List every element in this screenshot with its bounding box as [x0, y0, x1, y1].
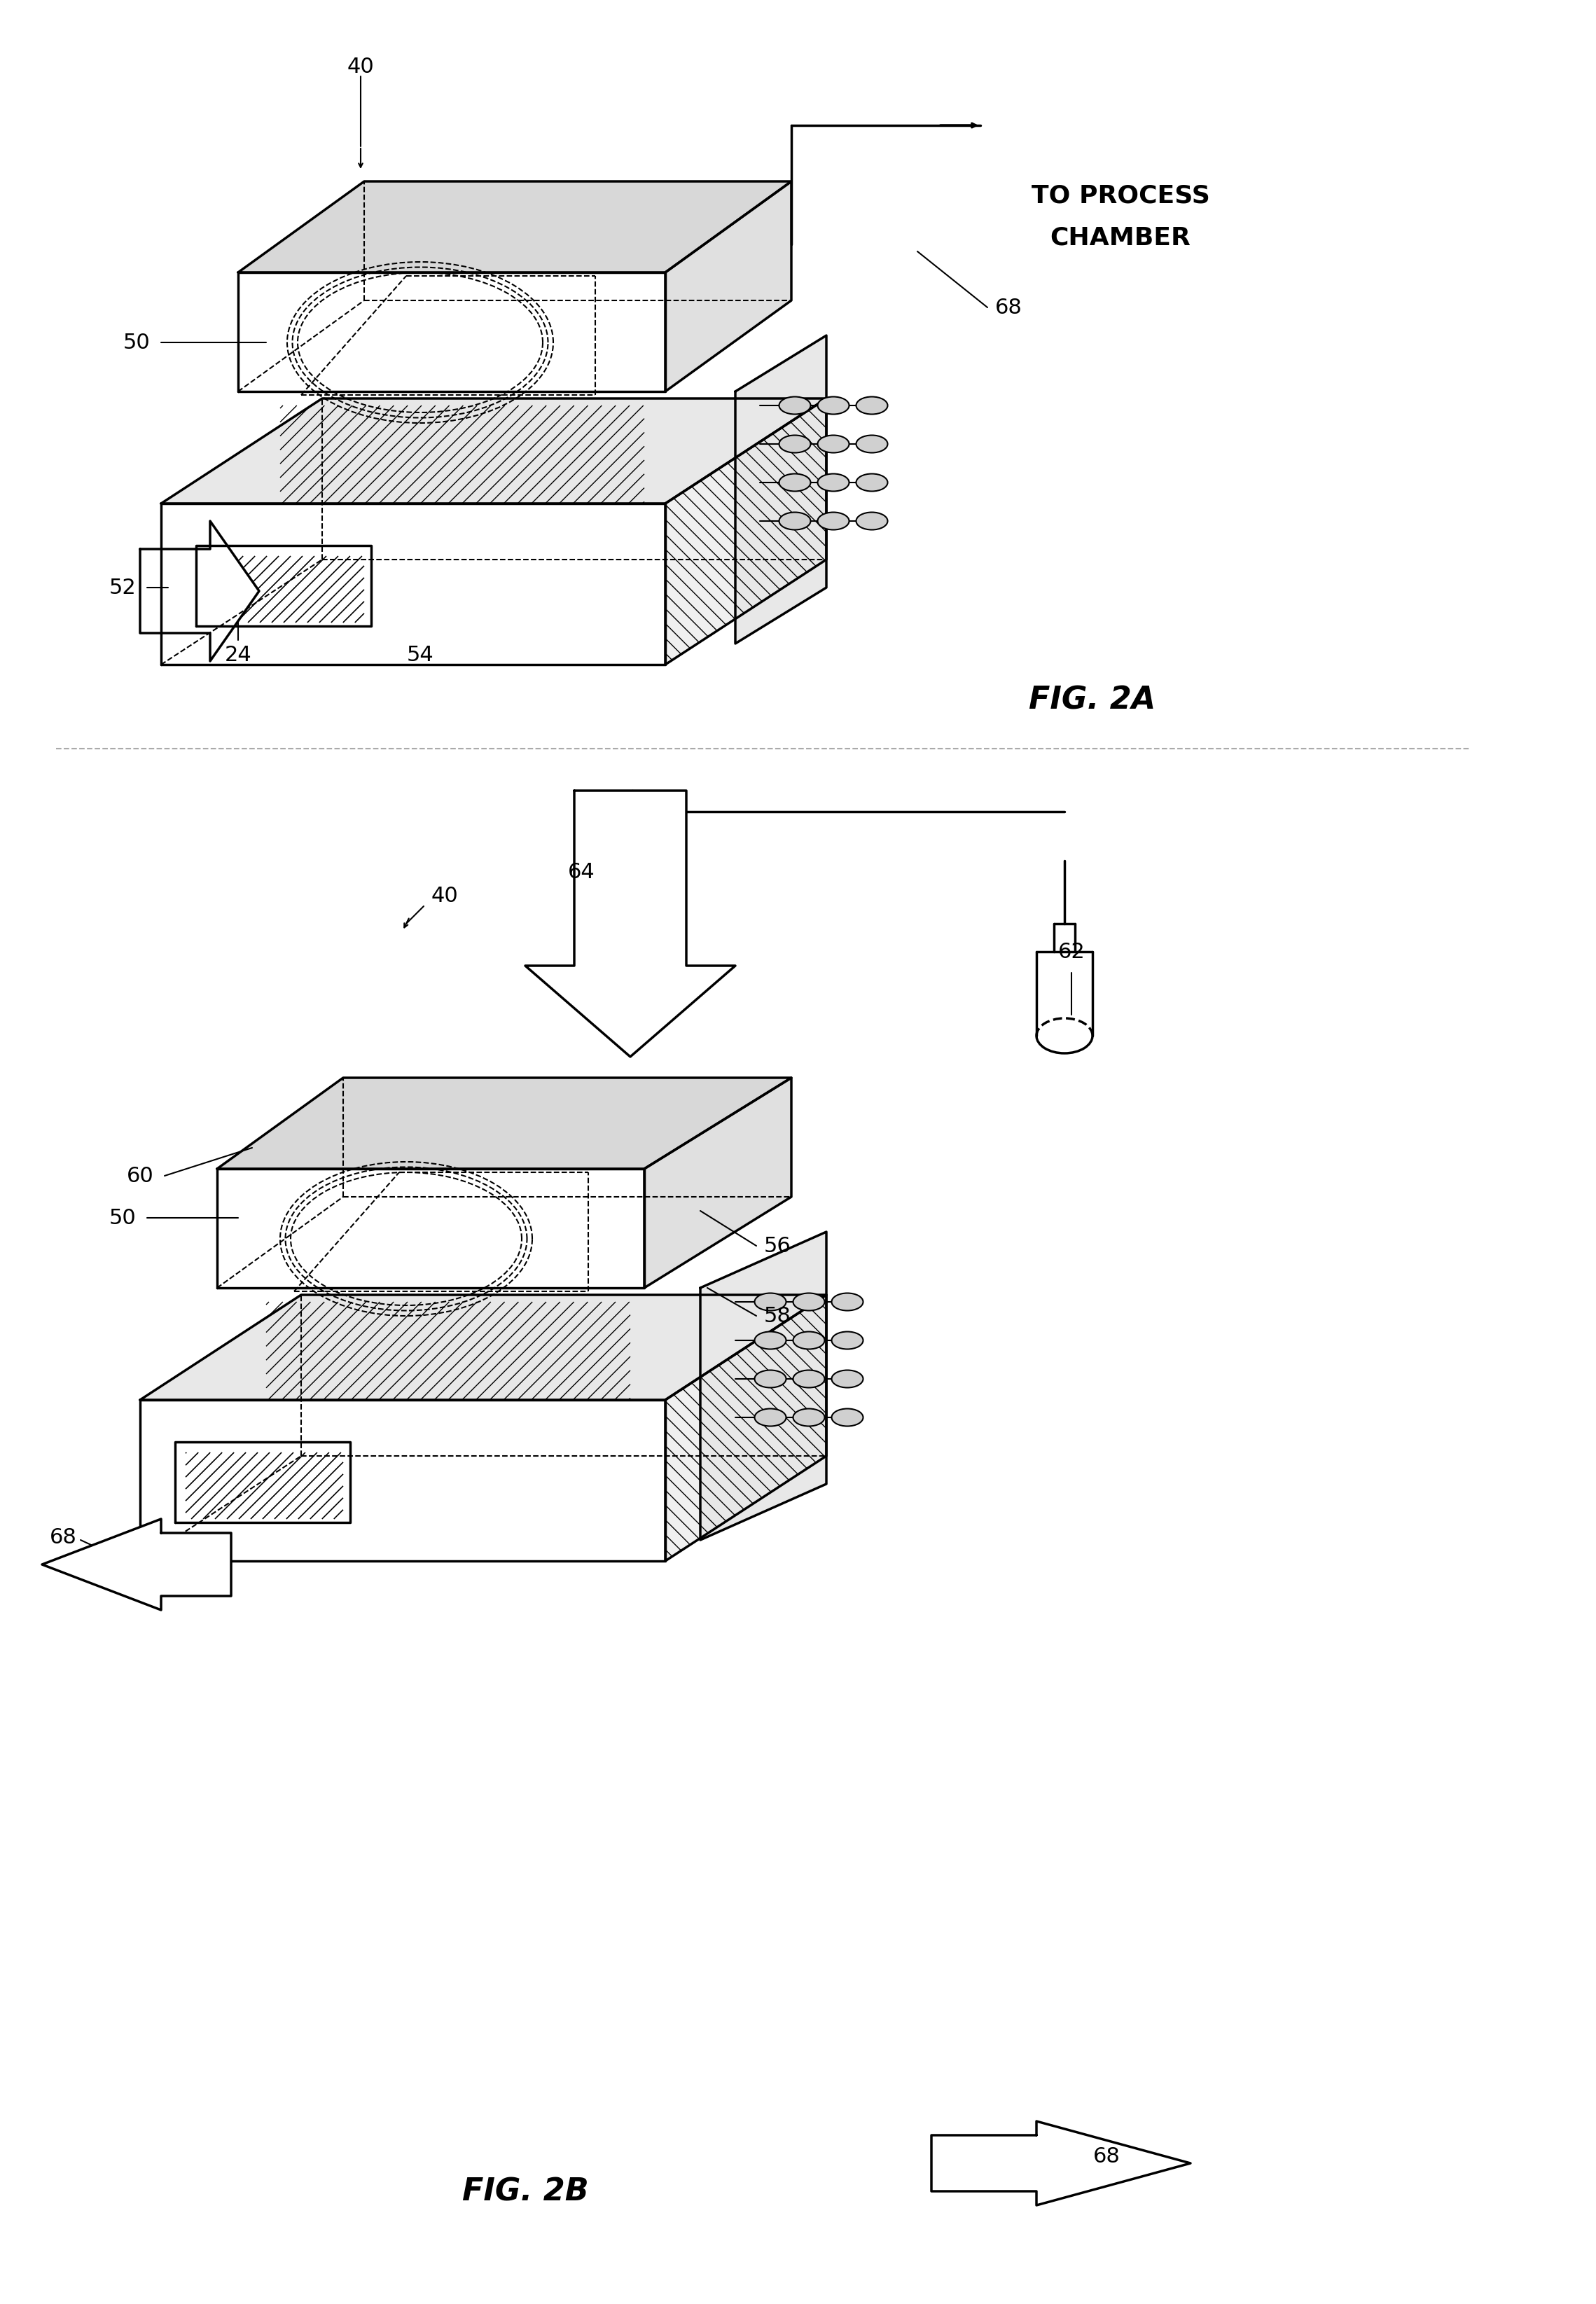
Ellipse shape — [832, 1410, 863, 1426]
Text: 24: 24 — [225, 645, 252, 666]
Ellipse shape — [755, 1371, 787, 1387]
Polygon shape — [666, 182, 792, 392]
Ellipse shape — [779, 514, 811, 530]
Polygon shape — [238, 274, 666, 392]
Ellipse shape — [779, 435, 811, 454]
Polygon shape — [140, 521, 259, 661]
Ellipse shape — [793, 1410, 825, 1426]
Polygon shape — [666, 399, 827, 666]
Text: CHAMBER: CHAMBER — [1050, 226, 1191, 249]
Text: FIG. 2B: FIG. 2B — [461, 2177, 589, 2207]
Ellipse shape — [755, 1293, 787, 1311]
Polygon shape — [217, 1168, 645, 1288]
Text: 40: 40 — [346, 55, 373, 76]
Polygon shape — [161, 399, 827, 505]
Ellipse shape — [817, 435, 849, 454]
Text: 40: 40 — [431, 887, 458, 905]
Ellipse shape — [779, 475, 811, 491]
Text: 62: 62 — [1058, 942, 1085, 963]
Text: 64: 64 — [568, 862, 595, 882]
Ellipse shape — [817, 396, 849, 415]
Ellipse shape — [855, 475, 887, 491]
Polygon shape — [41, 1518, 231, 1610]
Polygon shape — [140, 1295, 827, 1401]
Text: 68: 68 — [994, 297, 1021, 318]
Ellipse shape — [817, 514, 849, 530]
Polygon shape — [238, 182, 792, 274]
Ellipse shape — [817, 475, 849, 491]
Polygon shape — [196, 546, 372, 627]
Polygon shape — [176, 1442, 350, 1523]
Polygon shape — [217, 1078, 792, 1168]
Ellipse shape — [793, 1293, 825, 1311]
Text: FIG. 2A: FIG. 2A — [1029, 684, 1156, 714]
Ellipse shape — [832, 1371, 863, 1387]
Ellipse shape — [832, 1293, 863, 1311]
Ellipse shape — [793, 1332, 825, 1350]
Ellipse shape — [779, 396, 811, 415]
Polygon shape — [161, 505, 666, 666]
Text: 50: 50 — [123, 332, 150, 353]
Polygon shape — [736, 336, 827, 645]
Ellipse shape — [855, 514, 887, 530]
Polygon shape — [666, 1295, 827, 1562]
Text: 68: 68 — [49, 1528, 77, 1546]
Ellipse shape — [832, 1332, 863, 1350]
Polygon shape — [701, 1233, 827, 1539]
Text: TO PROCESS: TO PROCESS — [1031, 184, 1210, 207]
Text: 54: 54 — [407, 645, 434, 666]
Text: 60: 60 — [126, 1166, 153, 1187]
Text: 52: 52 — [109, 578, 136, 599]
Text: 56: 56 — [764, 1235, 792, 1256]
Ellipse shape — [855, 435, 887, 454]
Text: 68: 68 — [1093, 2145, 1120, 2166]
Text: 58: 58 — [764, 1306, 792, 1327]
Ellipse shape — [793, 1371, 825, 1387]
Polygon shape — [645, 1078, 792, 1288]
Text: 50: 50 — [109, 1207, 136, 1228]
Polygon shape — [932, 2122, 1191, 2205]
Polygon shape — [525, 790, 736, 1058]
Ellipse shape — [855, 396, 887, 415]
Ellipse shape — [755, 1410, 787, 1426]
Polygon shape — [140, 1401, 666, 1562]
Ellipse shape — [755, 1332, 787, 1350]
